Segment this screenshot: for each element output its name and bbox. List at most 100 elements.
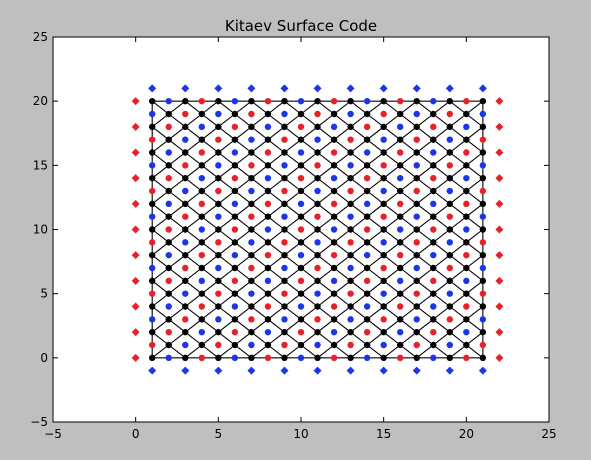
lattice-edge xyxy=(284,164,302,179)
vertex-point xyxy=(215,226,222,233)
blue-point xyxy=(314,239,321,246)
vertex-point xyxy=(430,341,437,349)
lattice-edge xyxy=(168,203,186,218)
blue-point xyxy=(281,316,288,323)
lattice-edge xyxy=(300,164,318,179)
vertex-point xyxy=(446,277,453,285)
blue-point xyxy=(347,162,354,169)
vertex-point xyxy=(198,239,205,246)
lattice-edge xyxy=(300,113,318,128)
blue-point xyxy=(198,277,205,285)
red-diamond-point xyxy=(131,148,140,157)
lattice-edge xyxy=(300,126,318,141)
lattice-edge xyxy=(383,241,401,256)
red-point xyxy=(363,123,371,131)
red-point xyxy=(413,341,420,349)
vertex-point xyxy=(215,303,222,310)
vertex-point xyxy=(413,149,420,156)
blue-point xyxy=(297,149,305,156)
blue-point xyxy=(297,200,305,208)
lattice-edge xyxy=(416,331,434,346)
lattice-edge xyxy=(399,164,418,179)
red-diamond-point xyxy=(495,251,504,260)
lattice-edge xyxy=(366,344,385,359)
lattice-edge xyxy=(399,100,418,115)
lattice-edge xyxy=(366,254,385,269)
lattice-edge xyxy=(383,177,401,192)
lattice-edge xyxy=(432,126,451,141)
lattice-edge xyxy=(366,100,385,115)
lattice-edge xyxy=(267,344,285,359)
vertex-point xyxy=(430,264,437,272)
red-point xyxy=(380,162,387,169)
lattice-edge xyxy=(217,241,236,256)
lattice-edge xyxy=(465,190,484,205)
vertex-point xyxy=(215,97,222,105)
vertex-point xyxy=(446,328,453,336)
lattice-edge xyxy=(383,100,401,115)
blue-point xyxy=(248,187,255,195)
vertex-point xyxy=(380,303,387,310)
y-tick-label: 10 xyxy=(33,223,48,237)
vertex-point xyxy=(198,341,205,349)
lattice-edge xyxy=(217,267,236,282)
lattice-edge xyxy=(267,306,285,320)
y-tick-label: 0 xyxy=(40,351,48,365)
red-point xyxy=(198,200,205,208)
vertex-point xyxy=(248,97,255,105)
lattice-edge xyxy=(267,203,285,218)
vertex-point xyxy=(198,162,205,169)
vertex-point xyxy=(363,110,371,118)
lattice-edge xyxy=(151,293,170,307)
lattice-edge xyxy=(284,203,302,218)
lattice-edge xyxy=(416,318,434,333)
vertex-point xyxy=(347,303,354,310)
lattice-edge xyxy=(217,100,236,115)
vertex-point xyxy=(248,251,255,259)
axis-ticks: −5 0 5 10 15 20 25 −5 0 5 10 15 20 25 xyxy=(30,30,556,441)
red-point xyxy=(165,174,172,182)
red-point xyxy=(264,354,272,362)
lattice-edge xyxy=(383,344,401,359)
lattice-edge xyxy=(399,241,418,256)
lattice-edge xyxy=(217,113,236,128)
vertex-point xyxy=(479,277,487,285)
lattice-edge xyxy=(300,216,318,230)
vertex-point xyxy=(231,316,239,323)
lattice-edge xyxy=(168,229,186,243)
lattice-edge xyxy=(201,241,219,256)
vertex-point xyxy=(149,123,156,131)
lattice-edge xyxy=(449,216,467,230)
lattice-edge xyxy=(449,293,467,307)
lattice-edge xyxy=(432,152,451,166)
vertex-point xyxy=(380,123,387,131)
vertex-point xyxy=(231,187,239,195)
vertex-point xyxy=(446,123,453,131)
lattice-edge xyxy=(416,203,434,218)
vertex-point xyxy=(165,316,172,323)
vertex-point xyxy=(149,303,156,310)
lattice-edge xyxy=(350,113,368,128)
lattice-edge xyxy=(383,254,401,269)
lattice-edge xyxy=(184,113,203,128)
blue-point xyxy=(446,187,453,195)
blue-point xyxy=(248,341,255,349)
vertex-point xyxy=(347,251,354,259)
red-point xyxy=(264,97,272,105)
lattice-edge xyxy=(251,164,269,179)
blue-point xyxy=(413,213,420,220)
red-diamond-point xyxy=(131,302,140,311)
red-point xyxy=(248,213,255,220)
lattice-edge xyxy=(267,113,285,128)
blue-diamond-point xyxy=(313,366,322,375)
vertex-point xyxy=(463,162,470,169)
vertex-point xyxy=(363,162,371,169)
lattice-edge xyxy=(217,293,236,307)
x-tick-label: 0 xyxy=(132,427,140,441)
blue-point xyxy=(165,303,172,310)
lattice-edge xyxy=(300,241,318,256)
blue-point xyxy=(314,341,321,349)
lattice-edge xyxy=(151,267,170,282)
lattice-edge xyxy=(383,152,401,166)
